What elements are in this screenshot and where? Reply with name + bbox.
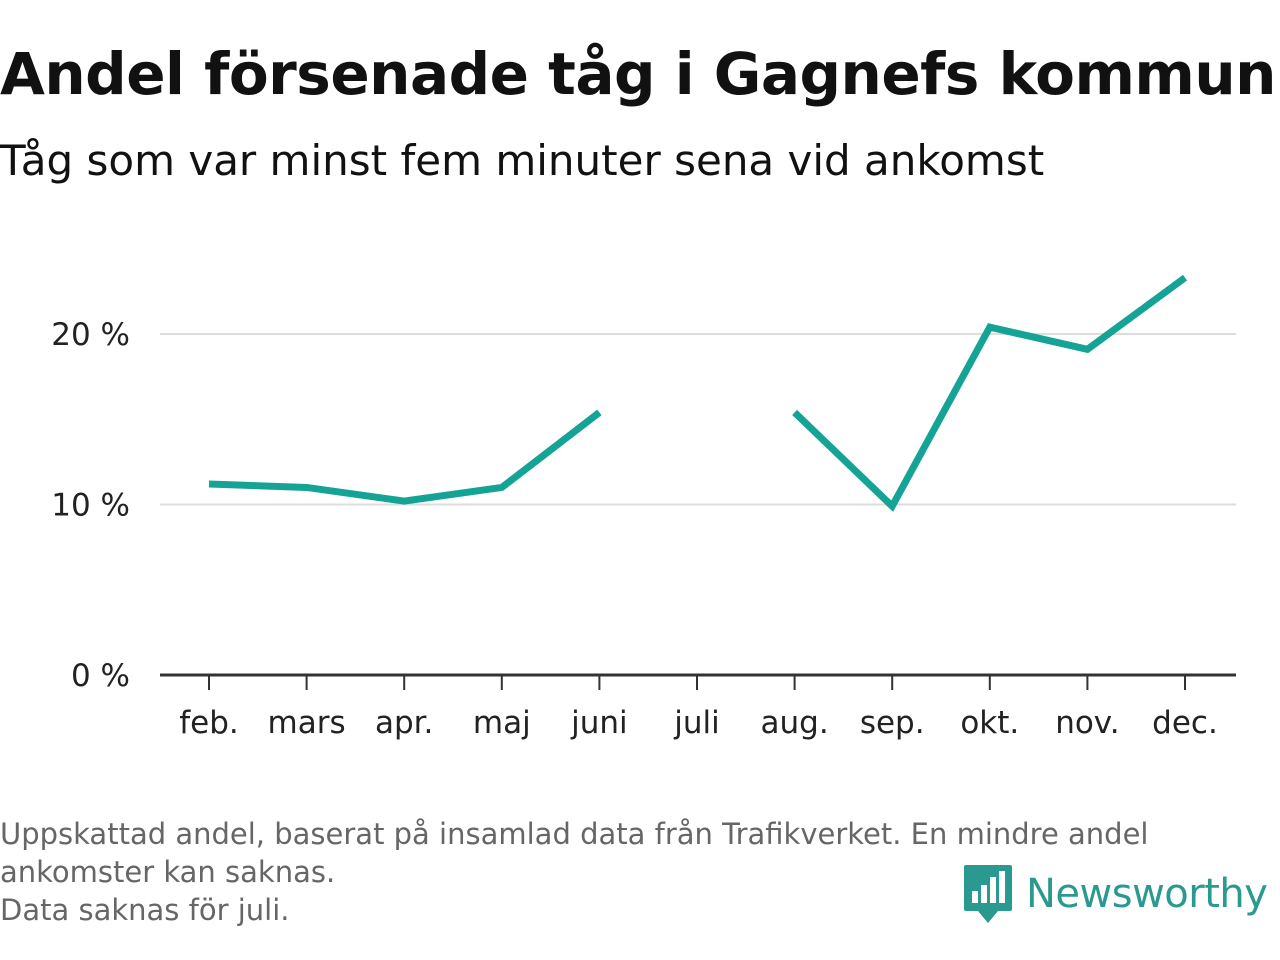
y-tick-label: 20 % (51, 317, 130, 353)
x-tick-label: feb. (179, 705, 239, 741)
chart-subtitle: Tåg som var minst fem minuter sena vid a… (0, 136, 1045, 185)
series-line (792, 274, 1188, 512)
brand-name: Newsworthy (1026, 871, 1268, 917)
footnote-line-3: Data saknas för juli. (0, 893, 290, 927)
x-tick-label: apr. (375, 705, 433, 741)
x-tick-label: okt. (960, 705, 1019, 741)
x-tick-label: nov. (1055, 705, 1119, 741)
footnote-line-1: Uppskattad andel, baserat på insamlad da… (0, 817, 1149, 851)
x-tick-label: aug. (761, 705, 829, 741)
chart-title: Andel försenade tåg i Gagnefs kommun (0, 40, 1276, 108)
footnote: Uppskattad andel, baserat på insamlad da… (0, 815, 1270, 929)
x-tick-label: juni (570, 705, 628, 741)
x-tick-label: mars (268, 705, 346, 741)
x-tick-label: juli (673, 705, 720, 741)
line-chart: 0 % 10 % 20 % feb. mars apr. maj juni juli aug. se… (51, 274, 1236, 741)
x-tick-label: maj (473, 705, 531, 741)
x-tick-label: dec. (1152, 705, 1218, 741)
brand-logo: Newsworthy (962, 862, 1268, 926)
footnote-line-2: ankomster kan saknas. (0, 855, 336, 889)
newsworthy-bar-chart-icon (964, 865, 1012, 923)
series-line (208, 409, 602, 505)
y-tick-label: 10 % (51, 488, 130, 524)
y-tick-label: 0 % (71, 658, 130, 694)
x-tick-label: sep. (860, 705, 925, 741)
